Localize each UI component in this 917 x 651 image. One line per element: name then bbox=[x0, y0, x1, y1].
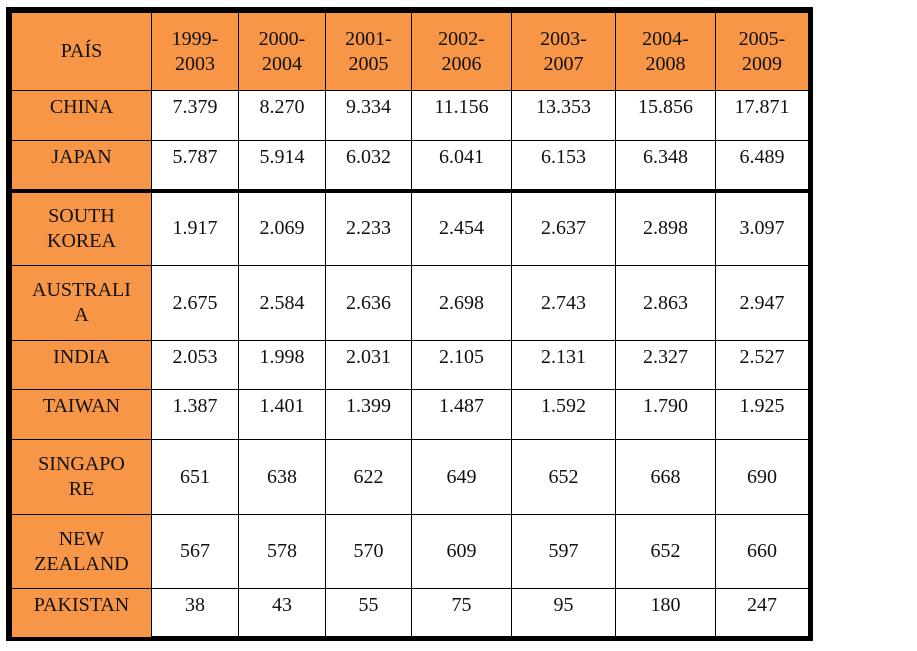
value-cell: 690 bbox=[715, 439, 809, 515]
value-cell: 2.327 bbox=[615, 340, 716, 390]
value-cell: 95 bbox=[511, 588, 616, 638]
value-cell: 5.787 bbox=[151, 140, 239, 191]
table-row: PAKISTAN 38 43 55 75 95 180 247 bbox=[11, 588, 809, 638]
value-cell: 2.863 bbox=[615, 265, 716, 341]
value-cell: 2.636 bbox=[325, 265, 412, 341]
table-row: JAPAN 5.787 5.914 6.032 6.041 6.153 6.348 6.489 bbox=[11, 140, 809, 191]
value-cell: 9.334 bbox=[325, 90, 412, 141]
value-cell: 6.489 bbox=[715, 140, 809, 191]
table-row: CHINA 7.379 8.270 9.334 11.156 13.353 15.856 17… bbox=[11, 90, 809, 141]
header-row: PAÍS 1999- 2003 2000- 2004 2001- 2005 2002-… bbox=[11, 12, 809, 91]
value-cell: 6.041 bbox=[411, 140, 512, 191]
value-cell: 2.527 bbox=[715, 340, 809, 390]
value-cell: 1.401 bbox=[238, 389, 326, 440]
value-cell: 17.871 bbox=[715, 90, 809, 141]
value-cell: 1.399 bbox=[325, 389, 412, 440]
country-cell: AUSTRALI A bbox=[11, 265, 152, 341]
header-period: 2000- 2004 bbox=[238, 12, 326, 91]
value-cell: 38 bbox=[151, 588, 239, 638]
value-cell: 2.898 bbox=[615, 188, 716, 266]
value-cell: 609 bbox=[411, 514, 512, 589]
value-cell: 5.914 bbox=[238, 140, 326, 191]
value-cell: 2.947 bbox=[715, 265, 809, 341]
value-cell: 660 bbox=[715, 514, 809, 589]
value-cell: 55 bbox=[325, 588, 412, 638]
value-cell: 1.925 bbox=[715, 389, 809, 440]
header-period: 2004- 2008 bbox=[615, 12, 716, 91]
value-cell: 6.153 bbox=[511, 140, 616, 191]
value-cell: 2.675 bbox=[151, 265, 239, 341]
value-cell: 1.998 bbox=[238, 340, 326, 390]
value-cell: 651 bbox=[151, 439, 239, 515]
value-cell: 2.637 bbox=[511, 188, 616, 266]
value-cell: 622 bbox=[325, 439, 412, 515]
value-cell: 1.917 bbox=[151, 188, 239, 266]
value-cell: 652 bbox=[511, 439, 616, 515]
value-cell: 638 bbox=[238, 439, 326, 515]
value-cell: 3.097 bbox=[715, 188, 809, 266]
country-cell: CHINA bbox=[11, 90, 152, 141]
table-row: INDIA 2.053 1.998 2.031 2.105 2.131 2.327 2.527 bbox=[11, 340, 809, 390]
value-cell: 2.233 bbox=[325, 188, 412, 266]
value-cell: 7.379 bbox=[151, 90, 239, 141]
value-cell: 6.348 bbox=[615, 140, 716, 191]
country-cell: SOUTH KOREA bbox=[11, 188, 152, 266]
value-cell: 2.584 bbox=[238, 265, 326, 341]
header-period: 2001- 2005 bbox=[325, 12, 412, 91]
value-cell: 567 bbox=[151, 514, 239, 589]
value-cell: 2.105 bbox=[411, 340, 512, 390]
value-cell: 247 bbox=[715, 588, 809, 638]
table-row: SINGAPO RE 651 638 622 649 652 668 690 bbox=[11, 439, 809, 515]
value-cell: 649 bbox=[411, 439, 512, 515]
country-cell: PAKISTAN bbox=[11, 588, 152, 638]
value-cell: 15.856 bbox=[615, 90, 716, 141]
header-period: 1999- 2003 bbox=[151, 12, 239, 91]
value-cell: 2.698 bbox=[411, 265, 512, 341]
value-cell: 13.353 bbox=[511, 90, 616, 141]
table-row: SOUTH KOREA 1.917 2.069 2.233 2.454 2.637 2.89… bbox=[11, 188, 809, 266]
country-cell: JAPAN bbox=[11, 140, 152, 191]
value-cell: 1.592 bbox=[511, 389, 616, 440]
value-cell: 652 bbox=[615, 514, 716, 589]
data-table-frame: PAÍS 1999- 2003 2000- 2004 2001- 2005 2002-… bbox=[6, 7, 813, 641]
value-cell: 8.270 bbox=[238, 90, 326, 141]
table-row: AUSTRALI A 2.675 2.584 2.636 2.698 2.743 2.863… bbox=[11, 265, 809, 341]
country-cell: SINGAPO RE bbox=[11, 439, 152, 515]
value-cell: 2.131 bbox=[511, 340, 616, 390]
country-cell: TAIWAN bbox=[11, 389, 152, 440]
header-period: 2002- 2006 bbox=[411, 12, 512, 91]
value-cell: 11.156 bbox=[411, 90, 512, 141]
value-cell: 2.069 bbox=[238, 188, 326, 266]
value-cell: 1.790 bbox=[615, 389, 716, 440]
value-cell: 43 bbox=[238, 588, 326, 638]
country-cell: NEW ZEALAND bbox=[11, 514, 152, 589]
table-row: TAIWAN 1.387 1.401 1.399 1.487 1.592 1.790 1.92… bbox=[11, 389, 809, 440]
value-cell: 180 bbox=[615, 588, 716, 638]
value-cell: 2.743 bbox=[511, 265, 616, 341]
header-period: 2003- 2007 bbox=[511, 12, 616, 91]
value-cell: 570 bbox=[325, 514, 412, 589]
value-cell: 597 bbox=[511, 514, 616, 589]
value-cell: 6.032 bbox=[325, 140, 412, 191]
value-cell: 578 bbox=[238, 514, 326, 589]
country-cell: INDIA bbox=[11, 340, 152, 390]
country-data-table: PAÍS 1999- 2003 2000- 2004 2001- 2005 2002-… bbox=[11, 12, 809, 638]
value-cell: 2.031 bbox=[325, 340, 412, 390]
value-cell: 75 bbox=[411, 588, 512, 638]
value-cell: 1.487 bbox=[411, 389, 512, 440]
header-period: 2005- 2009 bbox=[715, 12, 809, 91]
value-cell: 2.454 bbox=[411, 188, 512, 266]
value-cell: 2.053 bbox=[151, 340, 239, 390]
value-cell: 668 bbox=[615, 439, 716, 515]
header-country: PAÍS bbox=[11, 12, 152, 91]
table-row: NEW ZEALAND 567 578 570 609 597 652 660 bbox=[11, 514, 809, 589]
value-cell: 1.387 bbox=[151, 389, 239, 440]
